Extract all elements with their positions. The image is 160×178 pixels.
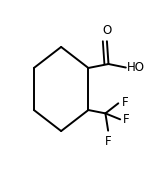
Text: F: F <box>105 135 111 148</box>
Text: HO: HO <box>127 61 145 74</box>
Text: F: F <box>123 113 130 126</box>
Text: O: O <box>102 24 112 37</box>
Text: F: F <box>121 96 128 109</box>
